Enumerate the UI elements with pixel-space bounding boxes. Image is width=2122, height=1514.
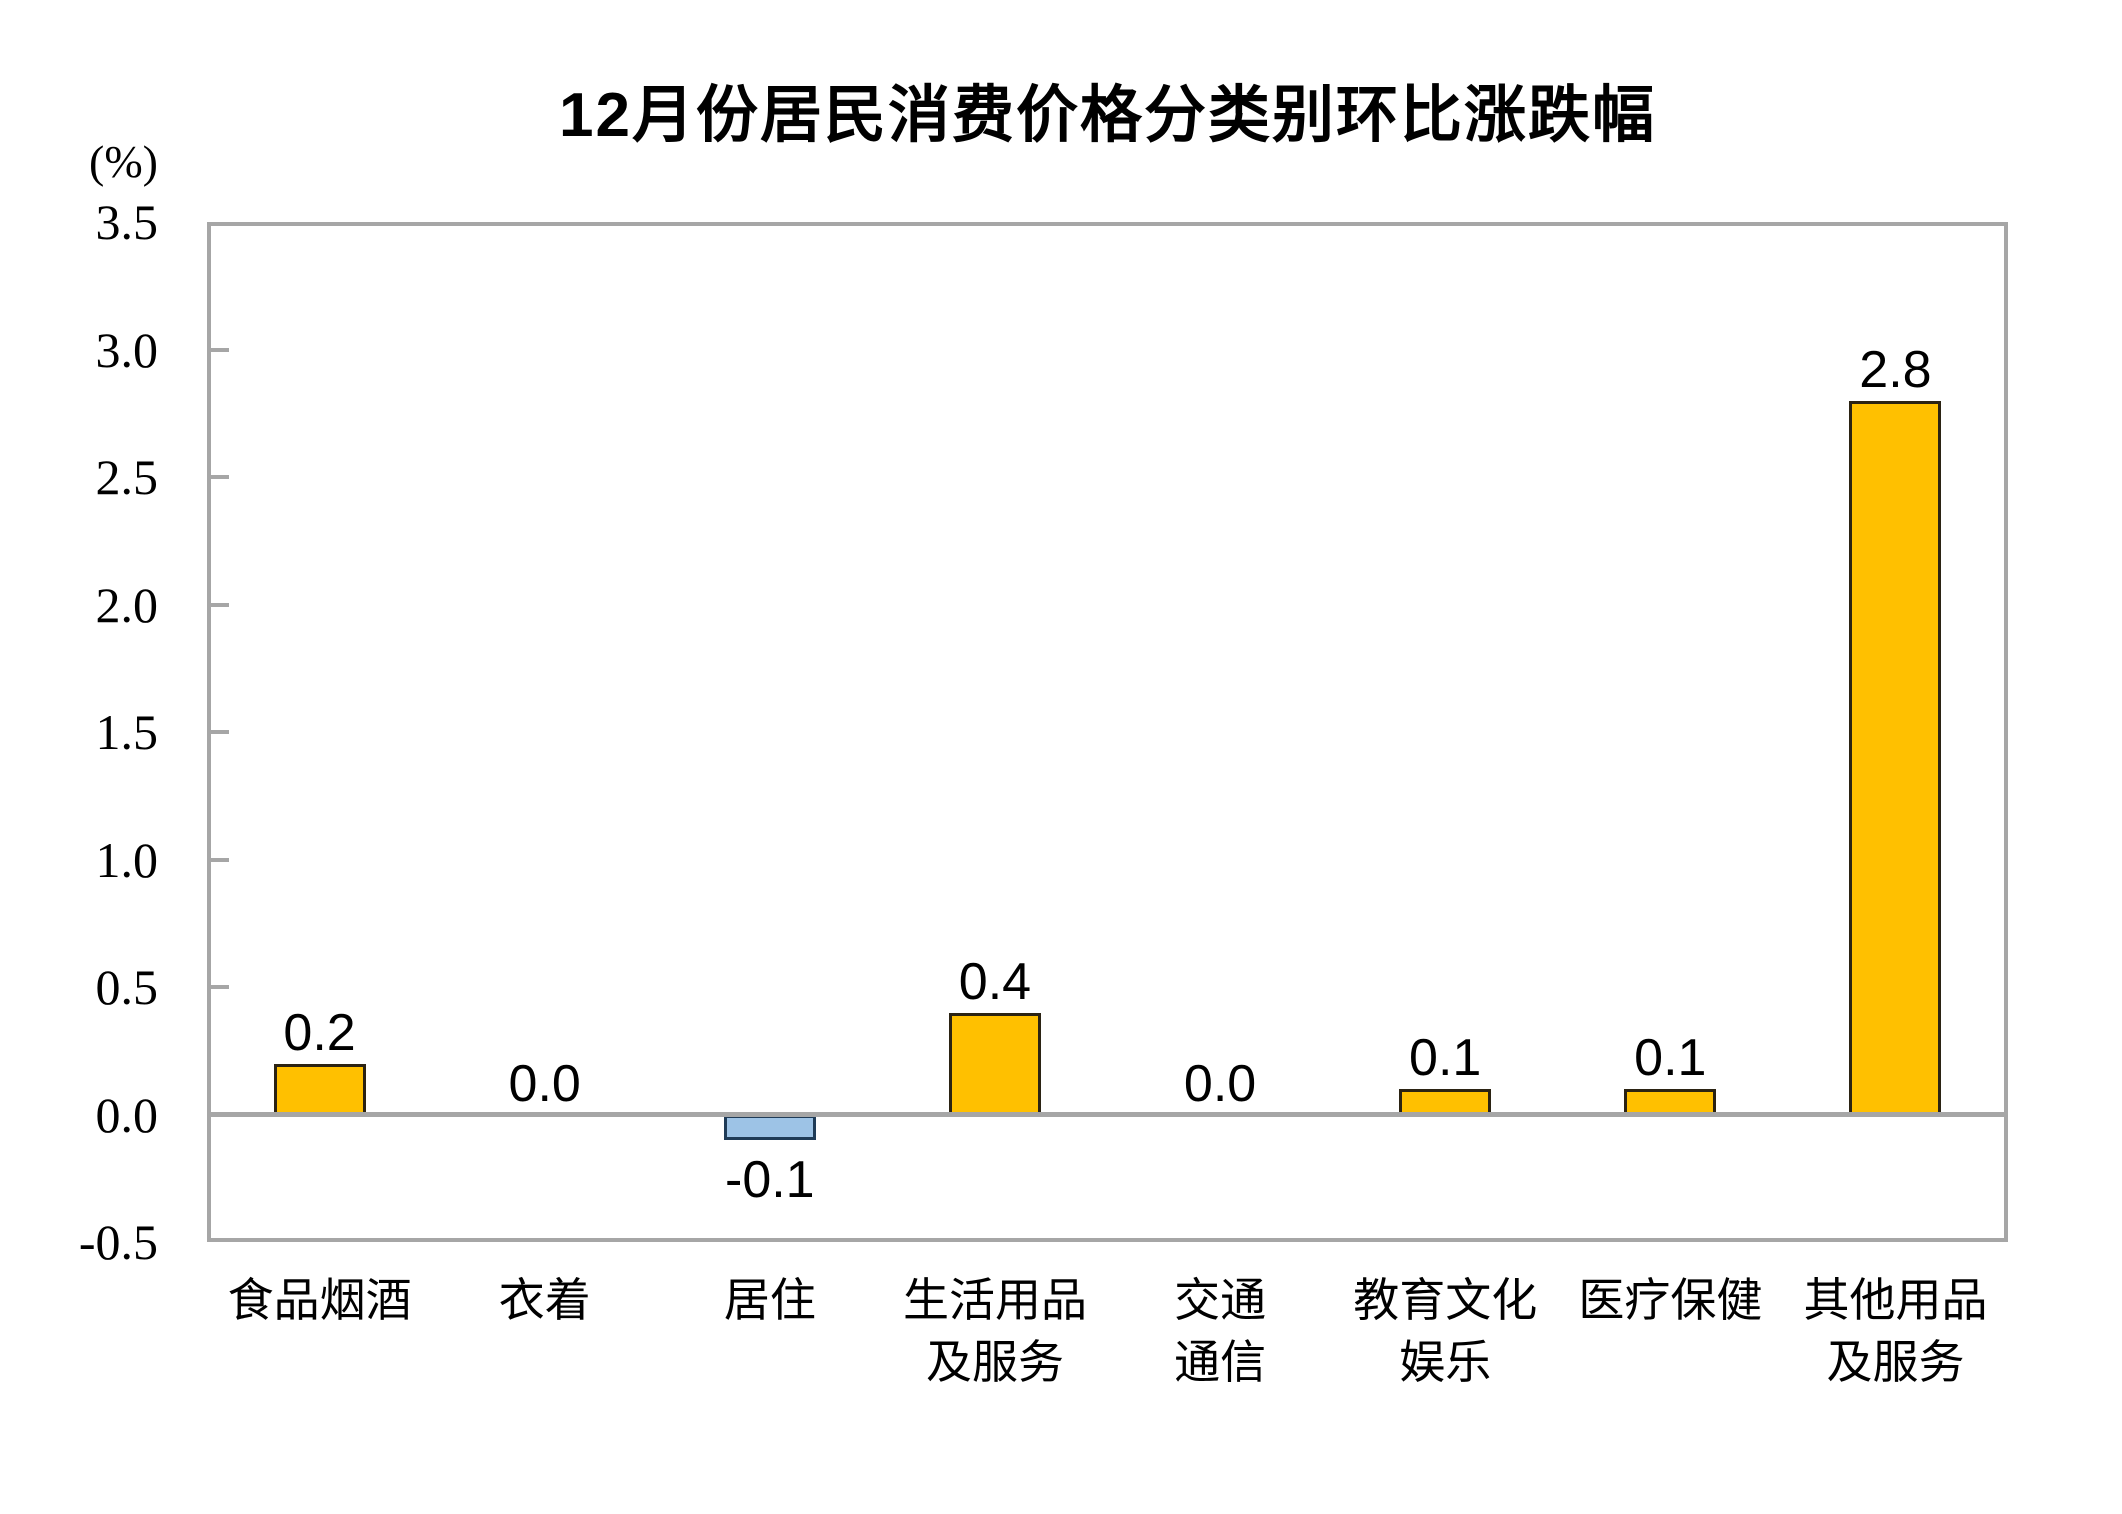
bar-value-label: 0.2 xyxy=(283,1003,356,1062)
x-axis-category-label: 其他用品 及服务 xyxy=(1803,1274,1988,1388)
y-axis-tick-mark xyxy=(211,475,229,479)
y-axis-tick-mark xyxy=(211,347,229,352)
y-axis-tick-mark xyxy=(211,602,229,607)
zero-axis-line xyxy=(211,1112,2004,1117)
bar-value-label: 0.4 xyxy=(958,952,1032,1011)
bar-value-label: 0.1 xyxy=(1409,1029,1482,1087)
y-axis-tick-mark xyxy=(211,730,229,734)
bar-value-label: 2.8 xyxy=(1859,340,1932,399)
bar-value-label: -0.1 xyxy=(725,1151,815,1209)
bar-value-label: 0.1 xyxy=(1634,1029,1707,1087)
y-axis-tick-label: 3.5 xyxy=(95,194,159,250)
x-axis-category-label: 教育文化 娱乐 xyxy=(1353,1274,1538,1388)
x-axis-category-label: 医疗保健 xyxy=(1578,1274,1763,1326)
x-axis-category-label: 衣着 xyxy=(498,1274,591,1326)
y-axis-tick-mark xyxy=(211,985,229,989)
bar-1 xyxy=(273,1063,366,1115)
bar-6 xyxy=(1399,1089,1492,1115)
bar-4 xyxy=(948,1012,1041,1115)
bar-3 xyxy=(723,1114,816,1140)
bar-7 xyxy=(1624,1089,1717,1115)
bar-value-label: 0.0 xyxy=(508,1054,581,1113)
y-axis-tick-label: 1.5 xyxy=(95,704,159,760)
y-axis-tick-label: 0.0 xyxy=(95,1086,159,1143)
y-axis-tick-label: -0.5 xyxy=(78,1214,158,1270)
y-axis-tick-mark xyxy=(211,857,229,862)
plot-area xyxy=(207,222,2008,1242)
y-axis-tick-label: 2.0 xyxy=(95,576,159,633)
y-axis-tick-label: 2.5 xyxy=(95,449,159,505)
x-axis-category-label: 生活用品 及服务 xyxy=(902,1274,1087,1388)
y-axis-tick-label: 0.5 xyxy=(95,959,159,1015)
y-axis-tick-label: 1.0 xyxy=(95,831,159,888)
x-axis-category-label: 居住 xyxy=(723,1274,816,1326)
y-axis-tick-label: 3.0 xyxy=(95,321,159,378)
bar-8 xyxy=(1849,400,1942,1115)
x-axis-category-label: 交通 通信 xyxy=(1174,1274,1267,1388)
bar-value-label: 0.0 xyxy=(1183,1054,1257,1113)
x-axis-category-label: 食品烟酒 xyxy=(227,1274,412,1326)
chart-title: 12月份居民消费价格分类别环比涨跌幅 xyxy=(559,81,1656,150)
y-axis-unit-label: (%) xyxy=(89,136,158,187)
